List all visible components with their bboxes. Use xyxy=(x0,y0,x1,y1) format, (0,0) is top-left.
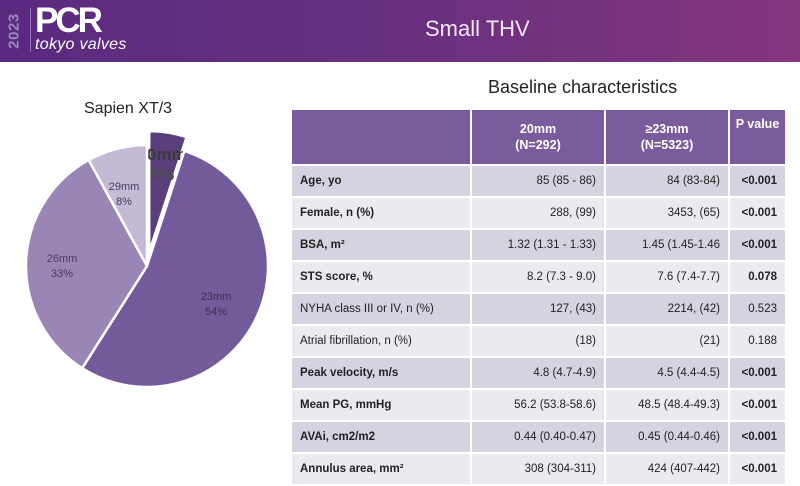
row-label: Peak velocity, m/s xyxy=(292,357,472,390)
pie-slice-23mm xyxy=(80,149,270,389)
p-value: <0.001 xyxy=(729,165,787,198)
value-20mm: 288, (99) xyxy=(471,197,606,230)
table-row: Mean PG, mmHg 56.2 (53.8-58.6) 48.5 (48.4-… xyxy=(292,389,787,422)
value-20mm: 308 (304-311) xyxy=(471,453,606,486)
table-header-row: 20mm (N=292) ≥23mm (N=5323) P value xyxy=(292,110,787,166)
table-row: Female, n (%) 288, (99) 3453, (65) <0.001 xyxy=(292,197,787,230)
pie-percent-29mm: 8% xyxy=(116,196,132,208)
baseline-table: 20mm (N=292) ≥23mm (N=5323) P value Age, y… xyxy=(292,110,787,486)
pie-percent-20mm: 5% xyxy=(150,165,175,184)
pie-label-20mm: 20mm xyxy=(137,145,186,164)
table-row: NYHA class III or IV, n (%) 127, (43) 2214… xyxy=(292,293,787,326)
header-cell-pvalue: P value xyxy=(729,110,787,166)
header-cell-23mm: ≥23mm (N=5323) xyxy=(605,110,730,166)
value-20mm: 4.8 (4.7-4.9) xyxy=(471,357,606,390)
pie-label-26mm: 26mm xyxy=(47,253,78,265)
header-cell-20mm: 20mm (N=292) xyxy=(471,110,606,166)
row-label: Age, yo xyxy=(292,165,472,198)
p-value: <0.001 xyxy=(729,389,787,422)
value-23mm: 1.45 (1.45-1.46 xyxy=(605,229,730,262)
table-row: Annulus area, mm² 308 (304-311) 424 (407-4… xyxy=(292,453,787,486)
table-row: Atrial fibrillation, n (%) (18) (21) 0.188 xyxy=(292,325,787,358)
table-row: STS score, % 8.2 (7.3 - 9.0) 7.6 (7.4-7.7)… xyxy=(292,261,787,294)
value-23mm: 0.45 (0.44-0.46) xyxy=(605,421,730,454)
header-bar: 2023 PCR tokyo valves Small THV xyxy=(0,0,800,62)
pie-label-29mm: 29mm xyxy=(109,181,140,193)
row-label: NYHA class III or IV, n (%) xyxy=(292,293,472,326)
pie-percent-26mm: 33% xyxy=(51,268,73,280)
row-label: Mean PG, mmHg xyxy=(292,389,472,422)
value-23mm: 3453, (65) xyxy=(605,197,730,230)
p-value: 0.523 xyxy=(729,293,787,326)
header-cell-label xyxy=(292,110,472,166)
value-20mm: 85 (85 - 86) xyxy=(471,165,606,198)
p-value: <0.001 xyxy=(729,357,787,390)
section-subtitle: Baseline characteristics xyxy=(488,77,678,97)
table-row: AVAi, cm2/m2 0.44 (0.40-0.47) 0.45 (0.44-0… xyxy=(292,421,787,454)
pie-percent-23mm: 54% xyxy=(205,306,227,318)
value-20mm: 8.2 (7.3 - 9.0) xyxy=(471,261,606,294)
value-23mm: 424 (407-442) xyxy=(605,453,730,486)
pie-slice-29mm xyxy=(87,143,149,267)
value-20mm: 56.2 (53.8-58.6) xyxy=(471,389,606,422)
logo-subtitle: tokyo valves xyxy=(35,36,127,53)
value-23mm: 4.5 (4.4-4.5) xyxy=(605,357,730,390)
chart-title: Sapien XT/3 xyxy=(84,100,173,117)
value-23mm: 48.5 (48.4-49.3) xyxy=(605,389,730,422)
value-23mm: (21) xyxy=(605,325,730,358)
p-value: <0.001 xyxy=(729,197,787,230)
value-20mm: 127, (43) xyxy=(471,293,606,326)
logo-brand: PCR xyxy=(35,1,103,40)
p-value: <0.001 xyxy=(729,229,787,262)
value-23mm: 2214, (42) xyxy=(605,293,730,326)
logo-divider xyxy=(30,8,31,52)
row-label: Female, n (%) xyxy=(292,197,472,230)
value-23mm: 84 (83-84) xyxy=(605,165,730,198)
row-label: STS score, % xyxy=(292,261,472,294)
row-label: Annulus area, mm² xyxy=(292,453,472,486)
pie-slice-20mm xyxy=(147,129,189,253)
value-20mm: 1.32 (1.31 - 1.33) xyxy=(471,229,606,262)
p-value: <0.001 xyxy=(729,453,787,486)
row-label: AVAi, cm2/m2 xyxy=(292,421,472,454)
slide-title: Small THV xyxy=(425,16,530,41)
pie-label-23mm: 23mm xyxy=(201,291,232,303)
table-row: BSA, m² 1.32 (1.31 - 1.33) 1.45 (1.45-1.46… xyxy=(292,229,787,262)
row-label: BSA, m² xyxy=(292,229,472,262)
row-label: Atrial fibrillation, n (%) xyxy=(292,325,472,358)
p-value: 0.078 xyxy=(729,261,787,294)
table-row: Age, yo 85 (85 - 86) 84 (83-84) <0.001 xyxy=(292,165,787,198)
p-value: 0.188 xyxy=(729,325,787,358)
p-value: <0.001 xyxy=(729,421,787,454)
table-row: Peak velocity, m/s 4.8 (4.7-4.9) 4.5 (4.4-… xyxy=(292,357,787,390)
value-20mm: (18) xyxy=(471,325,606,358)
value-20mm: 0.44 (0.40-0.47) xyxy=(471,421,606,454)
value-23mm: 7.6 (7.4-7.7) xyxy=(605,261,730,294)
